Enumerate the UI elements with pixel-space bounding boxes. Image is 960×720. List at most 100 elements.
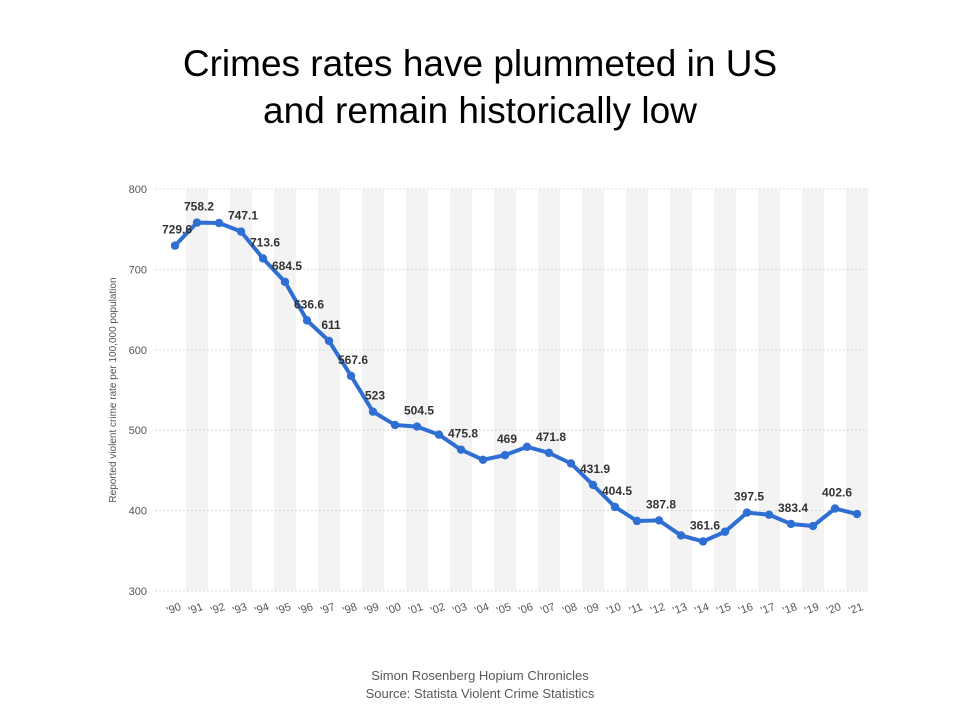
column-band — [714, 189, 736, 591]
data-point — [852, 509, 862, 519]
data-label: 684.5 — [272, 259, 302, 273]
data-point — [566, 459, 576, 468]
credits: Simon Rosenberg Hopium Chronicles Source… — [0, 667, 960, 703]
x-tick-label: '01 — [407, 601, 425, 617]
data-label: 729.6 — [162, 223, 192, 237]
x-tick-label: '02 — [429, 601, 447, 617]
data-point — [500, 450, 510, 460]
column-band — [406, 189, 428, 591]
data-point — [478, 455, 488, 464]
data-label: 361.6 — [690, 518, 720, 532]
data-point — [698, 537, 708, 546]
data-point — [258, 254, 268, 263]
data-point — [368, 407, 378, 416]
data-point — [544, 448, 554, 458]
slide-title: Crimes rates have plummeted in US and re… — [0, 40, 960, 134]
y-axis-ticks: 300 400 500 600 700 800 — [129, 184, 147, 598]
x-tick-label: '09 — [583, 601, 601, 617]
x-tick-label: '96 — [297, 601, 315, 617]
x-tick-label: '04 — [473, 601, 491, 617]
data-point — [236, 227, 246, 236]
data-label: 475.8 — [448, 427, 478, 441]
column-bands — [186, 189, 868, 591]
data-point — [434, 430, 444, 439]
data-label: 402.6 — [822, 486, 852, 500]
column-band — [450, 189, 472, 591]
data-label: 523 — [365, 389, 385, 403]
data-label: 611 — [321, 318, 341, 332]
data-point — [214, 218, 224, 228]
data-point — [170, 241, 180, 250]
x-tick-label: '91 — [187, 601, 205, 617]
x-tick-label: '13 — [671, 601, 689, 617]
source-credit: Source: Statista Violent Crime Statistic… — [365, 686, 595, 701]
column-band — [538, 189, 560, 591]
column-band — [626, 189, 648, 591]
series-line — [173, 220, 859, 544]
y-tick-label: 800 — [129, 184, 147, 196]
y-tick-label: 500 — [129, 425, 147, 437]
data-label: 747.1 — [228, 209, 258, 223]
data-label: 636.6 — [294, 297, 324, 311]
y-tick-label: 300 — [129, 586, 147, 598]
title-line-1: Crimes rates have plummeted in US — [182, 43, 778, 84]
author-credit: Simon Rosenberg Hopium Chronicles — [371, 668, 589, 683]
data-point — [192, 218, 202, 227]
data-point — [324, 336, 334, 346]
data-point — [280, 277, 290, 287]
x-tick-label: '03 — [451, 601, 469, 617]
x-tick-label: '18 — [781, 601, 799, 617]
data-label: 404.5 — [602, 484, 632, 498]
y-tick-label: 700 — [129, 264, 147, 276]
x-tick-label: '94 — [253, 601, 271, 617]
data-label: 758.2 — [184, 200, 214, 214]
column-band — [318, 189, 340, 591]
x-tick-label: '92 — [209, 601, 227, 617]
x-tick-label: '14 — [693, 601, 711, 617]
x-tick-label: '06 — [517, 601, 535, 617]
gridlines — [155, 188, 868, 592]
data-point — [302, 316, 312, 325]
data-point — [522, 442, 532, 452]
x-tick-label: '90 — [165, 601, 183, 617]
data-point — [456, 445, 466, 454]
data-label: 383.4 — [778, 501, 808, 515]
column-band — [362, 189, 384, 591]
data-point — [764, 510, 774, 519]
data-label: 567.6 — [338, 353, 368, 367]
data-label: 713.6 — [250, 235, 280, 249]
data-point — [742, 508, 752, 517]
data-point — [808, 521, 818, 531]
x-tick-label: '97 — [319, 601, 337, 617]
data-label: 387.8 — [646, 497, 676, 511]
x-tick-label: '20 — [825, 601, 843, 617]
data-point — [786, 519, 796, 529]
data-point — [346, 371, 356, 381]
data-point — [610, 502, 620, 512]
column-band — [582, 189, 604, 591]
data-point — [588, 480, 598, 490]
data-point — [632, 516, 642, 526]
x-tick-label: '99 — [363, 601, 381, 617]
x-tick-label: '98 — [341, 601, 359, 617]
x-tick-label: '21 — [847, 601, 865, 617]
title-line-2: and remain historically low — [263, 90, 697, 131]
column-band — [802, 189, 824, 591]
data-label: 471.8 — [536, 430, 566, 444]
x-tick-label: '11 — [628, 601, 645, 617]
x-tick-label: '16 — [737, 601, 755, 617]
data-point — [390, 420, 400, 430]
column-band — [758, 189, 780, 591]
x-tick-label: '95 — [275, 601, 293, 617]
column-band — [846, 189, 868, 591]
data-label: 504.5 — [404, 404, 434, 418]
data-labels: 729.6 758.2 747.1 713.6 684.5 636.6 611 567.6 52… — [162, 200, 852, 533]
column-band — [230, 189, 252, 591]
data-point — [412, 422, 422, 431]
column-band — [186, 189, 208, 591]
x-tick-label: '08 — [561, 601, 579, 617]
x-axis-ticks: '90'91'92'93'94'95'96'97'98'99'00'01'02 '… — [165, 601, 865, 617]
data-label: 397.5 — [734, 490, 764, 504]
y-axis-label: Reported violent crime rate per 100,000 … — [108, 277, 119, 502]
